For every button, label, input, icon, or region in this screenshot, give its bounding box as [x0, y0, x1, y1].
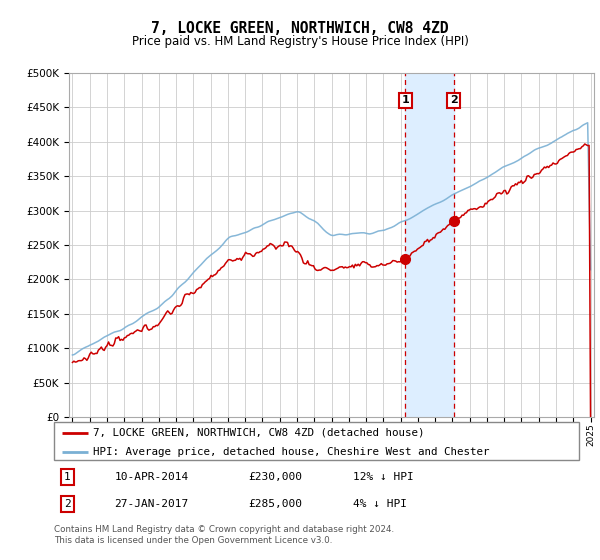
Text: Contains HM Land Registry data © Crown copyright and database right 2024.
This d: Contains HM Land Registry data © Crown c… — [54, 525, 394, 545]
Text: 2: 2 — [450, 95, 457, 105]
FancyBboxPatch shape — [54, 422, 579, 460]
Text: 1: 1 — [401, 95, 409, 105]
Text: 7, LOCKE GREEN, NORTHWICH, CW8 4ZD (detached house): 7, LOCKE GREEN, NORTHWICH, CW8 4ZD (deta… — [94, 428, 425, 438]
Text: 27-JAN-2017: 27-JAN-2017 — [115, 500, 188, 509]
Text: 7, LOCKE GREEN, NORTHWICH, CW8 4ZD: 7, LOCKE GREEN, NORTHWICH, CW8 4ZD — [151, 21, 449, 36]
Text: 4% ↓ HPI: 4% ↓ HPI — [353, 500, 407, 509]
Text: £285,000: £285,000 — [248, 500, 302, 509]
Bar — [405, 73, 454, 417]
Text: 1: 1 — [64, 472, 71, 482]
Text: Price paid vs. HM Land Registry's House Price Index (HPI): Price paid vs. HM Land Registry's House … — [131, 35, 469, 48]
Text: 12% ↓ HPI: 12% ↓ HPI — [353, 472, 414, 482]
Text: 2: 2 — [64, 500, 71, 509]
Text: £230,000: £230,000 — [248, 472, 302, 482]
Text: 10-APR-2014: 10-APR-2014 — [115, 472, 188, 482]
Text: HPI: Average price, detached house, Cheshire West and Chester: HPI: Average price, detached house, Ches… — [94, 447, 490, 457]
